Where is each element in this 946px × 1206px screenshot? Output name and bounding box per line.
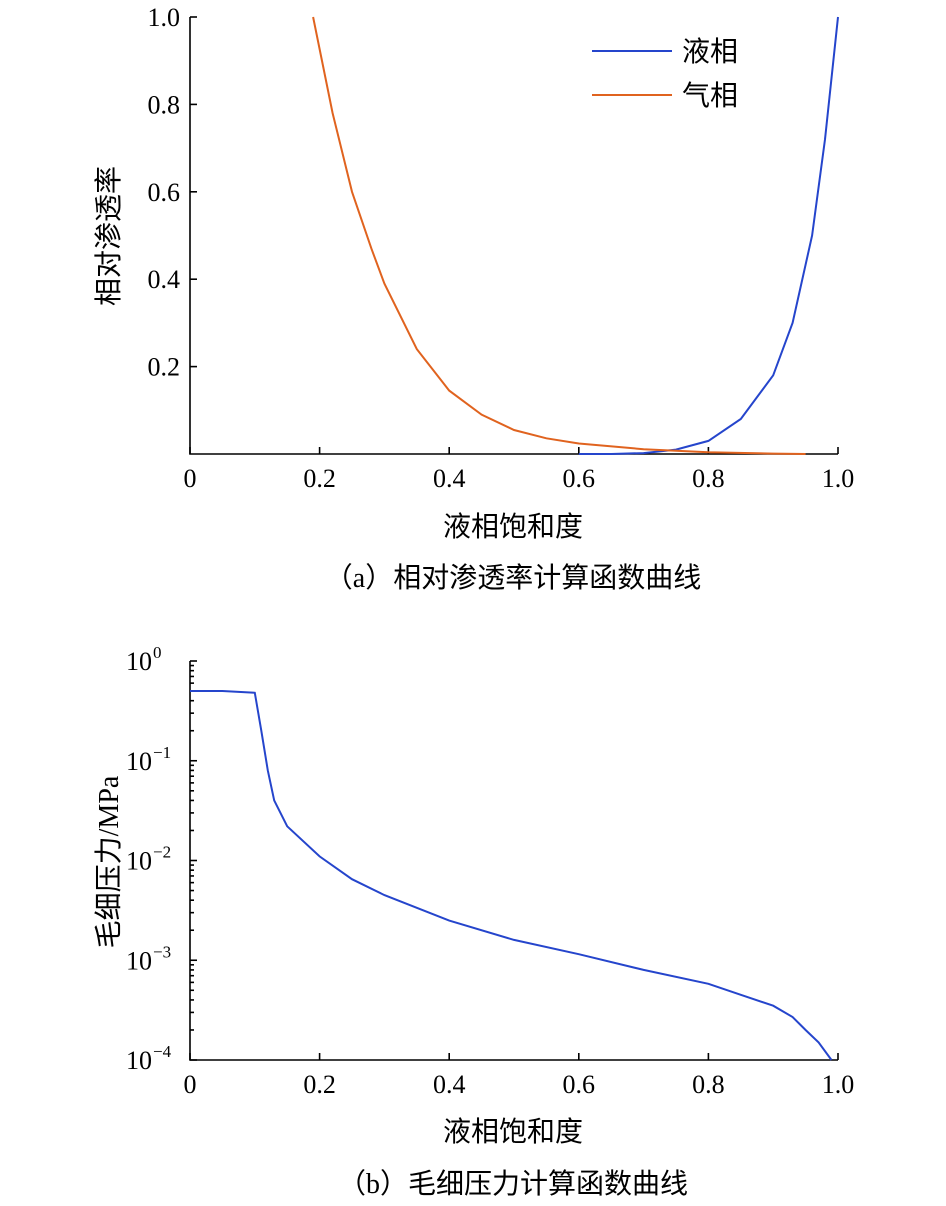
- panel-a-xtick-label: 1.0: [822, 464, 855, 493]
- panel-a-axes: 0 0.2 0.4 0.6 0.8 1.0 0.2 0.4 0.6 0.8 1.0: [148, 3, 855, 493]
- panel-b-axis-frame: [189, 661, 838, 1061]
- panel-b-ytick-label: 10: [126, 847, 152, 876]
- legend-label-liquid: 液相: [682, 36, 738, 68]
- panel-a-xtick-label: 0.2: [303, 464, 336, 493]
- panel-b-ytick-label: 10: [126, 946, 152, 975]
- series-gas-line: [312, 16, 806, 455]
- panel-b-xtick-label: 0.2: [303, 1070, 336, 1099]
- panel-a-legend: 液相 气相: [592, 36, 738, 112]
- panel-a-ytick-label: 0.6: [148, 178, 181, 207]
- panel-b-ytick-exponent: −2: [153, 843, 171, 862]
- panel-a-xlabel: 液相饱和度: [443, 511, 583, 543]
- panel-a-relative-permeability: 0 0.2 0.4 0.6 0.8 1.0 0.2 0.4 0.6 0.8 1.0 液相 气相 液相…: [93, 3, 854, 594]
- panel-a-xtick-label: 0: [184, 464, 197, 493]
- panel-b-ytick-exponent: 0: [153, 643, 162, 662]
- panel-a-ytick-label: 0.2: [148, 353, 181, 382]
- panel-b-ytick-label: 10: [126, 747, 152, 776]
- panel-b-xtick-label: 0.8: [692, 1070, 725, 1099]
- panel-b-xtick-label: 1.0: [822, 1070, 855, 1099]
- panel-b-xtick-label: 0.6: [563, 1070, 596, 1099]
- panel-b-series: [190, 690, 833, 1061]
- panel-a-caption: （a）相对渗透率计算函数曲线: [325, 562, 701, 594]
- panel-a-ytick-label: 0.4: [148, 265, 181, 294]
- panel-b-ylabel: 毛细压力/MPa: [93, 775, 125, 948]
- panel-a-axis-frame: [189, 17, 838, 455]
- panel-a-series: [312, 16, 839, 455]
- panel-a-ytick-label: 0.8: [148, 90, 181, 119]
- panel-b-xtick-label: 0.4: [433, 1070, 466, 1099]
- panel-b-ytick-exponent: −1: [153, 743, 171, 762]
- panel-b-ytick-exponent: −3: [153, 942, 171, 961]
- series-liquid-line: [578, 16, 839, 455]
- panel-b-ytick-exponent: −4: [153, 1042, 172, 1061]
- panel-a-xtick-label: 0.4: [433, 464, 466, 493]
- legend-label-gas: 气相: [682, 80, 738, 112]
- series-capillary-pressure-line: [190, 690, 833, 1061]
- panel-a-ytick-label: 1.0: [148, 3, 181, 32]
- panel-b-ytick-label: 10: [126, 1046, 152, 1075]
- panel-a-xtick-label: 0.8: [692, 464, 725, 493]
- panel-a-ylabel: 相对渗透率: [93, 166, 125, 306]
- panel-b-caption: （b）毛细压力计算函数曲线: [338, 1168, 688, 1200]
- panel-a-xtick-label: 0.6: [563, 464, 596, 493]
- panel-b-ytick-label: 10: [126, 647, 152, 676]
- panel-b-xtick-label: 0: [184, 1070, 197, 1099]
- panel-b-xlabel: 液相饱和度: [443, 1116, 583, 1148]
